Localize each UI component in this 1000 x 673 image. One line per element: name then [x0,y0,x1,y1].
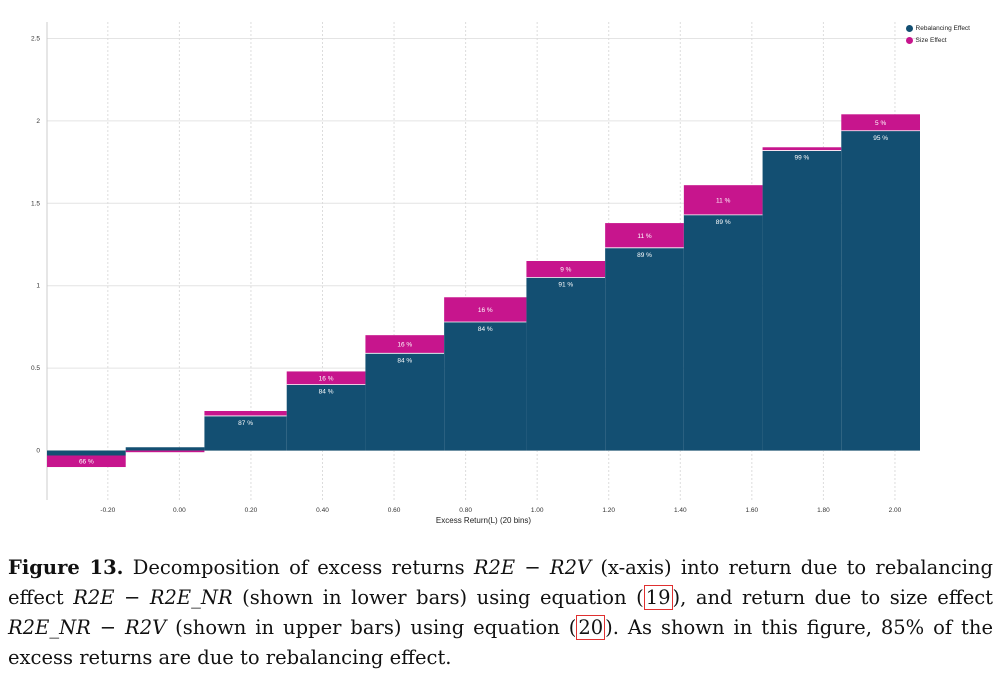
chart-svg: 2.5 2 1.5 1 0.5 0 -0.20 0.00 0.20 0.40 0.60 0.80 1.0… [31,22,920,525]
rebalancing-bar [365,353,445,451]
size-bar-label: 5 % [875,120,886,127]
x-tick-label: 1.00 [531,507,544,514]
caption-part4: ), and return due to size effect [672,586,993,609]
rebalancing-bar-label: 89 % [716,219,731,226]
size-bar-label: 16 % [319,375,334,382]
equation-ref-19[interactable]: 19 [643,585,673,610]
rebalancing-bar-label: 99 % [795,155,810,162]
x-tick-label: -0.20 [100,507,115,514]
y-tick-label: 1.5 [31,200,40,207]
rebalancing-bar [444,321,527,451]
legend-dot-rebalancing [905,24,913,32]
rebalancing-bar-label: 84 % [319,389,334,396]
y-tick-label: 2.5 [31,35,40,42]
chart: 2.5 2 1.5 1 0.5 0 -0.20 0.00 0.20 0.40 0.60 0.80 1.0… [31,22,970,525]
caption-part5: (shown in upper bars) using equation ( [166,616,577,639]
rebalancing-bar-label: 84 % [397,357,412,364]
rebalancing-bar-label: 89 % [637,252,652,259]
size-bar-label: 11 % [637,233,652,240]
size-bar [444,297,527,322]
y-tick-label: 1 [36,283,40,290]
size-bar-label: 16 % [397,342,412,349]
rebalancing-bar [683,214,763,451]
y-tick-label: 2 [36,118,40,125]
caption-math1: R2E − R2V [473,556,592,579]
x-tick-label: 0.80 [459,507,472,514]
x-tick-label: 1.20 [602,507,615,514]
caption-part3: (shown in lower bars) using equation ( [232,586,644,609]
legend-label-size: Size Effect [915,36,947,44]
rebalancing-bar [762,150,842,451]
equation-ref-20[interactable]: 20 [576,615,606,640]
size-bar [605,223,684,248]
size-bar [526,261,606,278]
x-axis-title: Excess Return(L) (20 bins) [436,516,531,525]
figure-caption: Figure 13. Decomposition of excess retur… [8,553,993,673]
x-tick-label: 0.00 [173,507,186,514]
caption-math3: R2E_NR − R2V [8,616,167,639]
x-tick-label: 0.20 [245,507,258,514]
rebalancing-bar [841,130,920,451]
x-tick-label: 2.00 [889,507,902,514]
figure-label: Figure 13. [8,556,124,579]
size-bar [47,455,126,468]
size-bar-label: 16 % [478,307,493,314]
rebalancing-bar-label: 87 % [238,420,253,427]
rebalancing-bar [47,450,126,456]
x-tick-label: 1.60 [746,507,759,514]
legend: Rebalancing Effect Size Effect [905,22,970,46]
legend-dot-size [905,36,913,44]
size-bar [125,450,205,453]
rebalancing-bar-label: 84 % [478,326,493,333]
rebalancing-bar [526,277,606,451]
size-bar-label: 11 % [716,197,731,204]
rebalancing-bar-label: 91 % [558,281,573,288]
size-bar [683,185,763,215]
rebalancing-bar [286,384,366,451]
size-bar [204,410,287,416]
size-bar-label: 66 % [79,459,94,466]
caption-part6: ). As shown in this figure, 85% of the e… [8,616,993,669]
x-tick-label: 0.60 [388,507,401,514]
size-bar [286,371,366,385]
x-tick-label: 1.40 [674,507,687,514]
caption-part1: Decomposition of excess returns [123,556,474,579]
x-tick-label: 1.80 [817,507,830,514]
legend-item-rebalancing[interactable]: Rebalancing Effect [905,22,970,34]
rebalancing-bar [605,247,684,451]
caption-math2: R2E − R2E_NR [73,586,233,609]
size-bar [365,335,445,354]
size-bar-label: 9 % [560,267,571,274]
x-tick-label: 0.40 [316,507,329,514]
size-bar [762,147,842,151]
legend-item-size[interactable]: Size Effect [905,34,970,46]
rebalancing-bar [125,447,205,451]
rebalancing-bar [204,415,287,451]
caption-part2: (x-axis) into return due to rebalancing … [8,556,993,609]
size-bar [841,114,920,131]
y-tick-label: 0.5 [31,365,40,372]
legend-label-rebalancing: Rebalancing Effect [915,24,970,32]
rebalancing-bar-label: 95 % [873,135,888,142]
y-tick-label: 0 [36,448,40,455]
